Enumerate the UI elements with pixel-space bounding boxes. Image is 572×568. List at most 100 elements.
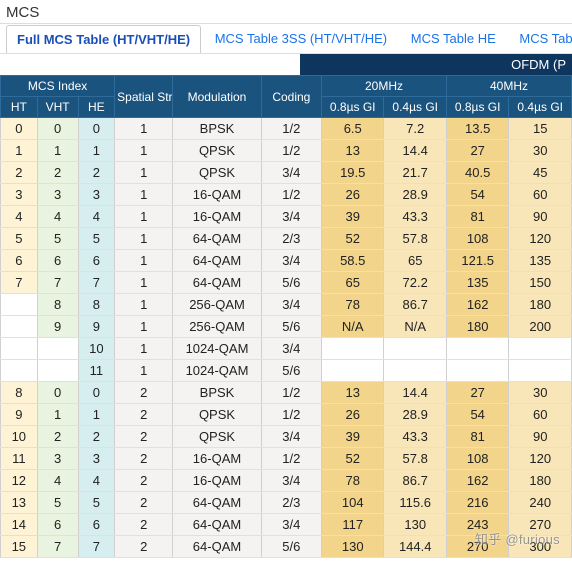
cell-he: 6 — [78, 250, 115, 272]
cell-c40b: 90 — [509, 206, 572, 228]
table-row: 9112QPSK1/22628.95460 — [1, 404, 572, 426]
table-row: 444116-QAM3/43943.38190 — [1, 206, 572, 228]
cell-c40b: 30 — [509, 382, 572, 404]
cell-c20a: 39 — [322, 426, 384, 448]
cell-he: 9 — [78, 316, 115, 338]
table-row: 991256-QAM5/6N/AN/A180200 — [1, 316, 572, 338]
table-row: 777164-QAM5/66572.2135150 — [1, 272, 572, 294]
cell-mod: 64-QAM — [173, 272, 261, 294]
cell-cod: 1/2 — [261, 404, 321, 426]
tab-he-p[interactable]: MCS Table HE ( — [509, 25, 572, 52]
cell-mod: QPSK — [173, 404, 261, 426]
cell-he: 3 — [78, 448, 115, 470]
page-title: MCS — [0, 0, 572, 23]
table-row: 1011024-QAM3/4 — [1, 338, 572, 360]
tab-full-mcs[interactable]: Full MCS Table (HT/VHT/HE) — [6, 25, 201, 54]
cell-he: 8 — [78, 294, 115, 316]
cell-ss: 1 — [115, 316, 173, 338]
cell-c40a: 54 — [446, 404, 508, 426]
cell-vht: 4 — [37, 470, 78, 492]
table-row: 881256-QAM3/47886.7162180 — [1, 294, 572, 316]
cell-ss: 1 — [115, 206, 173, 228]
cell-c40a: 27 — [446, 140, 508, 162]
cell-vht: 7 — [37, 272, 78, 294]
cell-c20a: 78 — [322, 470, 384, 492]
cell-cod: 1/2 — [261, 140, 321, 162]
cell-mod: 16-QAM — [173, 448, 261, 470]
cell-cod: 3/4 — [261, 206, 321, 228]
cell-c40a: 121.5 — [446, 250, 508, 272]
cell-c40a: 81 — [446, 206, 508, 228]
cell-vht: 1 — [37, 404, 78, 426]
cell-c40a: 216 — [446, 492, 508, 514]
cell-c20b — [384, 338, 446, 360]
cell-c20a: 78 — [322, 294, 384, 316]
tabs-bar: Full MCS Table (HT/VHT/HE) MCS Table 3SS… — [0, 23, 572, 54]
cell-c20a: 117 — [322, 514, 384, 536]
cell-cod: 3/4 — [261, 250, 321, 272]
cell-ss: 2 — [115, 426, 173, 448]
cell-ss: 2 — [115, 470, 173, 492]
cell-c40a: 81 — [446, 426, 508, 448]
cell-ss: 1 — [115, 140, 173, 162]
header-20-04gi: 0.4µs GI — [384, 97, 446, 118]
cell-c20a: 13 — [322, 382, 384, 404]
table-row: 1133216-QAM1/25257.8108120 — [1, 448, 572, 470]
cell-c40a — [446, 338, 508, 360]
cell-he: 7 — [78, 272, 115, 294]
cell-cod: 1/2 — [261, 184, 321, 206]
cell-c20b: 86.7 — [384, 470, 446, 492]
cell-c40b: 60 — [509, 404, 572, 426]
cell-ht: 2 — [1, 162, 38, 184]
cell-c20a: 130 — [322, 536, 384, 558]
cell-cod: 1/2 — [261, 118, 321, 140]
cell-mod: 64-QAM — [173, 250, 261, 272]
cell-mod: 64-QAM — [173, 536, 261, 558]
cell-vht: 6 — [37, 514, 78, 536]
cell-ht — [1, 316, 38, 338]
cell-ht: 1 — [1, 140, 38, 162]
mcs-table: MCS Index Spatial Stream Modulation Codi… — [0, 75, 572, 558]
cell-c20b: 144.4 — [384, 536, 446, 558]
cell-he: 1 — [78, 404, 115, 426]
cell-ss: 2 — [115, 404, 173, 426]
cell-c40a: 180 — [446, 316, 508, 338]
cell-vht: 2 — [37, 162, 78, 184]
cell-mod: QPSK — [173, 426, 261, 448]
cell-c20a: 104 — [322, 492, 384, 514]
cell-ss: 2 — [115, 382, 173, 404]
cell-ss: 1 — [115, 228, 173, 250]
tab-3ss[interactable]: MCS Table 3SS (HT/VHT/HE) — [205, 25, 397, 52]
cell-mod: 16-QAM — [173, 470, 261, 492]
header-vht: VHT — [37, 97, 78, 118]
cell-he: 4 — [78, 206, 115, 228]
cell-he: 0 — [78, 118, 115, 140]
cell-cod: 3/4 — [261, 514, 321, 536]
cell-mod: 64-QAM — [173, 228, 261, 250]
cell-c20b: 21.7 — [384, 162, 446, 184]
cell-vht — [37, 360, 78, 382]
cell-ht: 8 — [1, 382, 38, 404]
tab-he[interactable]: MCS Table HE — [401, 25, 506, 52]
cell-ss: 1 — [115, 294, 173, 316]
cell-c20b: 65 — [384, 250, 446, 272]
cell-c20a: N/A — [322, 316, 384, 338]
cell-c40a: 108 — [446, 448, 508, 470]
cell-he: 11 — [78, 360, 115, 382]
cell-vht: 5 — [37, 228, 78, 250]
cell-ss: 1 — [115, 272, 173, 294]
header-mcs-index: MCS Index — [1, 76, 115, 97]
cell-vht: 5 — [37, 492, 78, 514]
cell-c40a — [446, 360, 508, 382]
cell-ht: 9 — [1, 404, 38, 426]
cell-c20a: 6.5 — [322, 118, 384, 140]
header-20mhz: 20MHz — [322, 76, 447, 97]
cell-cod: 5/6 — [261, 536, 321, 558]
cell-ss: 1 — [115, 338, 173, 360]
cell-cod: 5/6 — [261, 360, 321, 382]
cell-mod: 1024-QAM — [173, 360, 261, 382]
cell-c20a: 19.5 — [322, 162, 384, 184]
cell-c20b: 115.6 — [384, 492, 446, 514]
cell-ht: 4 — [1, 206, 38, 228]
cell-ht: 6 — [1, 250, 38, 272]
